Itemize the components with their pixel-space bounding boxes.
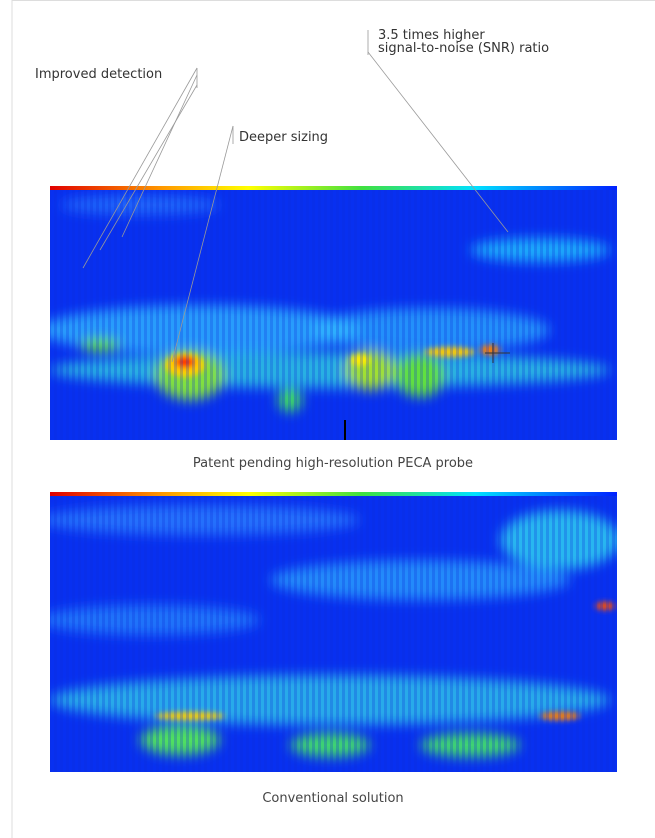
annotation: Deeper sizing [239, 130, 328, 145]
scan-image-conventional [50, 492, 617, 772]
caption: Patent pending high-resolution PECA prob… [193, 456, 473, 471]
caption: Conventional solution [262, 791, 403, 806]
scan-image-high-res [50, 186, 617, 440]
annotation: signal-to-noise (SNR) ratio [378, 41, 549, 56]
annotation: Improved detection [35, 67, 162, 82]
leader-lines [82, 30, 509, 363]
annotation: 3.5 times higher [378, 28, 485, 43]
